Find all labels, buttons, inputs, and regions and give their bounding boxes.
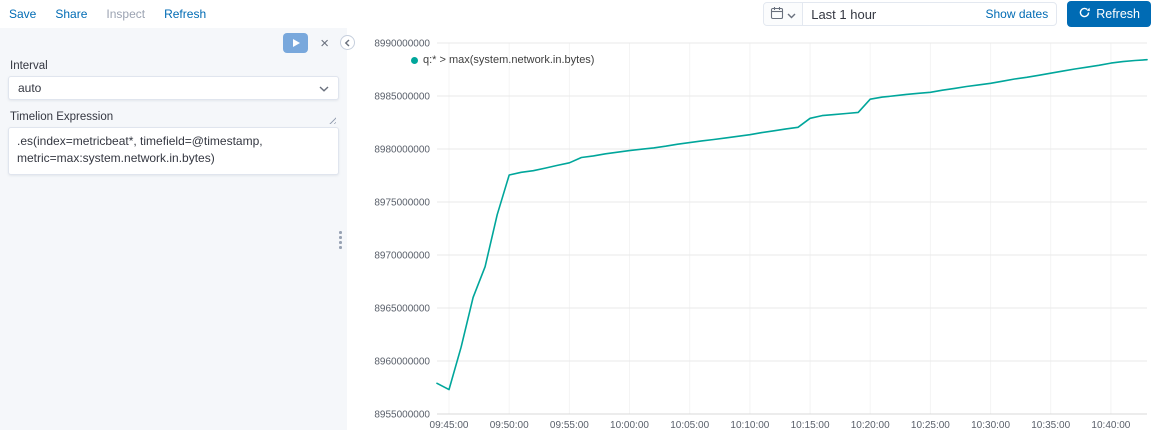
interval-select[interactable]: auto: [8, 76, 339, 100]
run-expression-button[interactable]: [283, 33, 309, 53]
top-toolbar: Save Share Inspect Refresh Last 1 hour S…: [0, 0, 1152, 28]
date-quick-select-button[interactable]: [764, 3, 804, 25]
svg-text:10:05:00: 10:05:00: [670, 420, 709, 430]
timelion-expression-input[interactable]: .es(index=metricbeat*, timefield=@timest…: [8, 127, 339, 175]
svg-text:10:00:00: 10:00:00: [610, 420, 649, 430]
svg-text:8990000000: 8990000000: [374, 39, 430, 50]
svg-text:8985000000: 8985000000: [374, 92, 430, 103]
interval-selected-value: auto: [18, 81, 42, 95]
date-range-value[interactable]: Last 1 hour: [811, 6, 877, 22]
svg-text:8970000000: 8970000000: [374, 251, 430, 262]
refresh-button-label: Refresh: [1096, 7, 1140, 21]
show-dates-button[interactable]: Show dates: [978, 7, 1057, 21]
close-panel-button[interactable]: ×: [318, 36, 331, 51]
timelion-line-chart[interactable]: 09:45:00 09:50:00 09:55:00 10:00:00 10:05:00…: [347, 28, 1152, 430]
interval-label: Interval: [10, 60, 48, 72]
svg-text:09:50:00: 09:50:00: [490, 420, 529, 430]
viz-action-links: Save Share Inspect Refresh: [0, 7, 206, 21]
expression-label: Timelion Expression: [10, 111, 114, 123]
svg-text:10:10:00: 10:10:00: [730, 420, 769, 430]
svg-text:10:15:00: 10:15:00: [791, 420, 830, 430]
svg-text:09:55:00: 09:55:00: [550, 420, 589, 430]
save-button[interactable]: Save: [9, 7, 37, 21]
panel-actions: ×: [8, 32, 339, 54]
svg-text:09:45:00: 09:45:00: [430, 420, 469, 430]
calendar-icon: [770, 6, 784, 23]
panel-resize-handle[interactable]: [336, 228, 345, 252]
svg-text:8975000000: 8975000000: [374, 198, 430, 209]
date-picker-area: Last 1 hour Show dates Refresh: [763, 0, 1152, 28]
svg-text:8965000000: 8965000000: [374, 304, 430, 315]
svg-text:10:25:00: 10:25:00: [911, 420, 950, 430]
svg-text:10:35:00: 10:35:00: [1031, 420, 1070, 430]
share-button[interactable]: Share: [55, 7, 88, 21]
svg-text:10:40:00: 10:40:00: [1091, 420, 1130, 430]
textarea-resize-handle[interactable]: [327, 115, 336, 124]
refresh-button[interactable]: Refresh: [1067, 1, 1151, 27]
svg-text:8955000000: 8955000000: [374, 410, 430, 421]
refresh-icon: [1078, 6, 1091, 22]
timelion-chart-panel: q:* > max(system.network.in.bytes) 09:45…: [347, 28, 1152, 430]
svg-text:10:30:00: 10:30:00: [971, 420, 1010, 430]
legend-series-label: q:* > max(system.network.in.bytes): [423, 54, 595, 66]
panel-collapse-button[interactable]: [340, 35, 355, 50]
legend-series-dot: [411, 56, 418, 64]
svg-text:10:20:00: 10:20:00: [851, 420, 890, 430]
super-date-picker: Last 1 hour Show dates: [763, 2, 1058, 26]
refresh-link[interactable]: Refresh: [164, 7, 207, 21]
inspect-button[interactable]: Inspect: [106, 7, 146, 21]
timelion-expression-panel: × Interval auto Timelion Expression .es(…: [0, 28, 347, 430]
chart-legend-item[interactable]: q:* > max(system.network.in.bytes): [411, 54, 594, 66]
close-icon: ×: [320, 34, 329, 52]
svg-text:8960000000: 8960000000: [374, 357, 430, 368]
svg-text:8980000000: 8980000000: [374, 145, 430, 156]
chevron-down-icon: [787, 7, 796, 22]
play-icon: [292, 39, 300, 47]
chevron-left-icon: [344, 35, 351, 50]
page-body: × Interval auto Timelion Expression .es(…: [0, 28, 1152, 430]
chevron-down-icon: [319, 81, 329, 95]
